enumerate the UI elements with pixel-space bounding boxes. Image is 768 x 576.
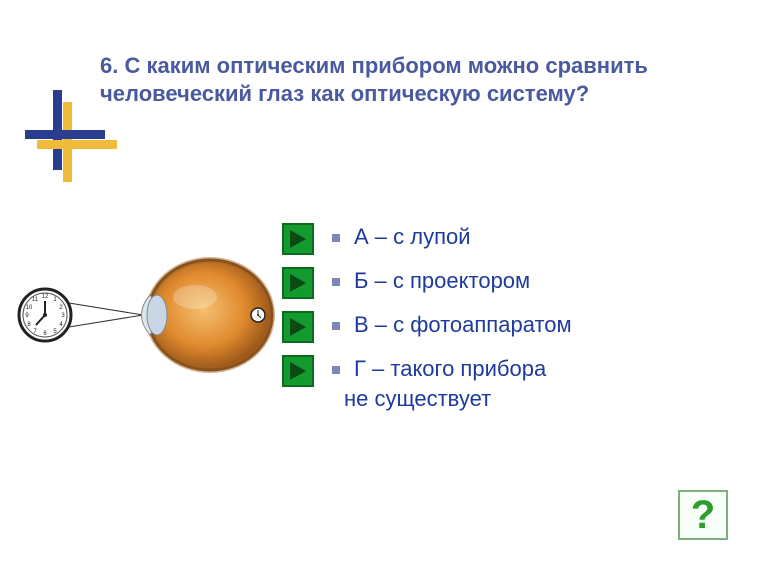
play-icon[interactable]: [282, 223, 314, 255]
answer-text: В – с фотоаппаратом: [354, 310, 572, 340]
eye-diagram: 12 1 2 3 4 5 6 7 8 9 10 11: [15, 255, 275, 375]
answer-option-a: А – с лупой: [282, 222, 712, 262]
answer-text: Б – с проектором: [354, 266, 530, 296]
bullet-icon: [332, 278, 340, 286]
answer-option-b: Б – с проектором: [282, 266, 712, 306]
svg-text:12: 12: [42, 294, 49, 300]
play-icon[interactable]: [282, 267, 314, 299]
svg-text:11: 11: [32, 297, 39, 303]
answer-text: А – с лупой: [354, 222, 471, 252]
bullet-icon: [332, 234, 340, 242]
answer-text: Г – такого прибора не существует: [354, 354, 546, 413]
play-icon[interactable]: [282, 355, 314, 387]
help-button[interactable]: ?: [678, 490, 728, 540]
answer-option-d: Г – такого прибора не существует: [282, 354, 712, 413]
question-title: 6. С каким оптическим прибором можно сра…: [100, 52, 670, 107]
question-mark-icon: ?: [691, 495, 715, 535]
answer-text-line2: не существует: [344, 384, 546, 414]
answers-list: А – с лупой Б – с проектором В – с фотоа…: [282, 222, 712, 417]
answer-option-c: В – с фотоаппаратом: [282, 310, 712, 350]
bullet-icon: [332, 366, 340, 374]
play-icon[interactable]: [282, 311, 314, 343]
answer-text-line1: Г – такого прибора: [354, 356, 546, 381]
svg-text:10: 10: [26, 305, 33, 311]
bullet-icon: [332, 322, 340, 330]
